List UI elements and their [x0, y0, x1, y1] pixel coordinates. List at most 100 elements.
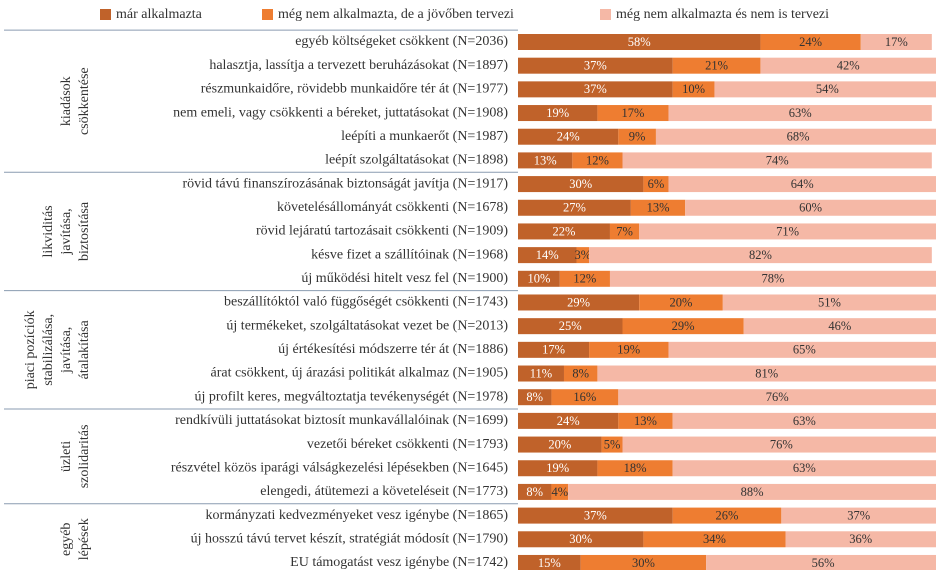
- value-label: 7%: [616, 224, 633, 238]
- value-label: 20%: [548, 437, 571, 451]
- bar-segment: [572, 152, 623, 169]
- category-label: követelésállományát csökkenti (N=1678): [277, 200, 508, 215]
- value-label: 5%: [604, 437, 621, 451]
- value-label: 12%: [573, 272, 596, 286]
- bar-segment: [618, 128, 656, 145]
- value-label: 29%: [567, 295, 590, 309]
- value-label: 15%: [538, 556, 561, 570]
- bar-segment: [559, 270, 610, 287]
- category-label: részmunkaidőre, rövidebb munkaidőre tér …: [201, 82, 509, 97]
- bar-segment: [576, 247, 590, 264]
- bar-segment: [618, 412, 673, 429]
- bar-segment: [551, 389, 619, 406]
- category-label: rövid távú finanszírozásának biztonságát…: [182, 176, 508, 191]
- bar-segment: [518, 436, 602, 453]
- value-label: 63%: [793, 414, 816, 428]
- value-label: 60%: [799, 201, 822, 215]
- value-label: 8%: [526, 485, 543, 499]
- bar-segment: [655, 128, 936, 145]
- value-label: 37%: [584, 508, 607, 522]
- bar-segment: [722, 294, 936, 311]
- bar-segment: [518, 412, 619, 429]
- value-label: 19%: [546, 461, 569, 475]
- legend-label: még nem alkalmazta, de a jövőben tervezi: [278, 7, 514, 22]
- value-label: 30%: [569, 177, 592, 191]
- bar-segment: [622, 152, 932, 169]
- category-label: késve fizet a szállítóinak (N=1968): [311, 247, 508, 262]
- value-label: 76%: [770, 437, 793, 451]
- value-label: 17%: [885, 35, 908, 49]
- bar-segment: [781, 507, 936, 524]
- legend-label: még nem alkalmazta és nem is tervezi: [616, 7, 829, 22]
- category-label: rövid lejáratú tartozásait csökkenti (N=…: [256, 224, 508, 239]
- bar-segment: [518, 176, 644, 193]
- value-label: 13%: [534, 153, 557, 167]
- bar-segment: [518, 105, 598, 122]
- value-label: 46%: [828, 319, 851, 333]
- bar-segment: [518, 223, 610, 240]
- bar-segment: [643, 176, 669, 193]
- bar-segment: [622, 436, 936, 453]
- value-label: 17%: [542, 343, 565, 357]
- value-label: 64%: [791, 177, 814, 191]
- group-label: lépések: [77, 518, 92, 560]
- bar-segment: [518, 81, 673, 98]
- value-label: 8%: [526, 390, 543, 404]
- category-label: leépíti a munkaerőt (N=1987): [341, 129, 508, 144]
- value-label: 10%: [527, 272, 550, 286]
- group-label: piaci pozíciók: [23, 310, 38, 389]
- group-label: javítása,: [59, 327, 74, 374]
- bar-segment: [518, 294, 640, 311]
- bar-segment: [518, 199, 631, 216]
- bar-segment: [518, 318, 623, 335]
- bar-segment: [518, 365, 564, 382]
- category-label: új hosszú távú tervet készít, stratégiát…: [191, 531, 509, 546]
- value-label: 9%: [629, 130, 646, 144]
- legend-swatch: [600, 9, 611, 20]
- value-label: 68%: [787, 130, 810, 144]
- value-label: 29%: [672, 319, 695, 333]
- bar-segment: [518, 483, 552, 500]
- legend-swatch: [100, 9, 111, 20]
- value-label: 19%: [546, 106, 569, 120]
- bar-segment: [668, 341, 936, 358]
- bar-segment: [643, 531, 786, 548]
- group-label: biztosítása: [77, 201, 92, 261]
- value-label: 17%: [621, 106, 644, 120]
- legend-swatch: [262, 9, 273, 20]
- bar-segment: [551, 483, 569, 500]
- value-label: 27%: [563, 201, 586, 215]
- value-label: 63%: [793, 461, 816, 475]
- bar-segment: [589, 341, 669, 358]
- bar-segment: [706, 554, 936, 570]
- value-label: 42%: [837, 59, 860, 73]
- bar-segment: [609, 223, 640, 240]
- value-label: 3%: [574, 248, 591, 262]
- group-label: üzleti: [59, 441, 74, 472]
- value-label: 36%: [849, 532, 872, 546]
- value-label: 56%: [812, 556, 835, 570]
- category-label: új profilt keres, megváltoztatja tevéken…: [195, 389, 509, 404]
- bar-segment: [568, 483, 936, 500]
- bar-segment: [785, 531, 936, 548]
- value-label: 81%: [755, 366, 778, 380]
- bar-segment: [639, 294, 723, 311]
- value-label: 58%: [628, 35, 651, 49]
- category-label: beszállítóktól való függőségét csökkenti…: [224, 295, 508, 310]
- category-label: EU támogatást vesz igénybe (N=1742): [290, 555, 508, 570]
- bar-segment: [672, 460, 936, 477]
- value-label: 74%: [766, 153, 789, 167]
- category-label: halasztja, lassítja a tervezett beruházá…: [209, 58, 508, 73]
- bar-segment: [672, 81, 715, 98]
- category-label: részvétel közös iparági válságkezelési l…: [171, 460, 508, 475]
- value-label: 11%: [530, 366, 552, 380]
- value-label: 24%: [557, 130, 580, 144]
- value-label: 37%: [847, 508, 870, 522]
- bar-segment: [518, 34, 761, 50]
- bar-segment: [518, 507, 673, 524]
- value-label: 8%: [572, 366, 589, 380]
- bar-segment: [672, 507, 782, 524]
- value-label: 51%: [818, 295, 841, 309]
- value-label: 71%: [776, 224, 799, 238]
